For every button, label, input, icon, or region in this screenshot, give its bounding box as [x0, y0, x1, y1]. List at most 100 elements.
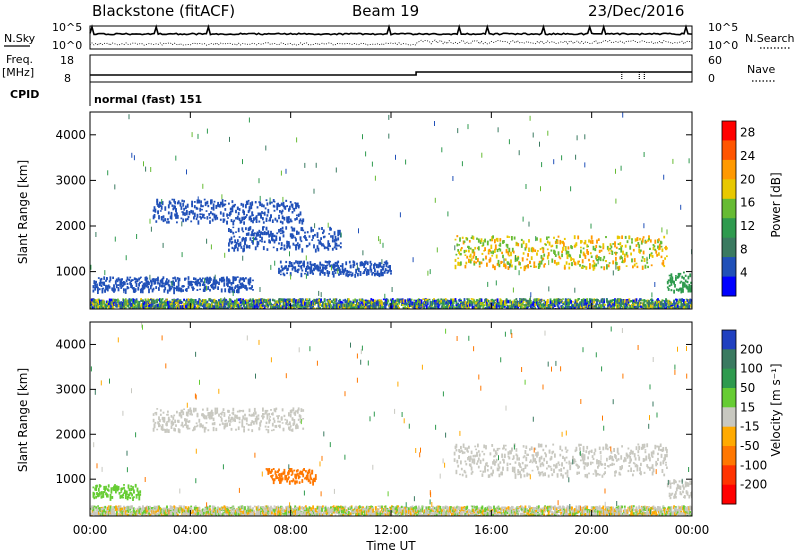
power-scatter-cell: [198, 196, 199, 201]
velocity-cell: [134, 508, 136, 510]
power-cell: [666, 247, 668, 249]
power-cell: [199, 278, 201, 280]
power-cell: [591, 235, 593, 239]
power-scatter-cell: [115, 237, 116, 242]
power-cell: [429, 299, 431, 301]
power-cell: [176, 221, 178, 223]
power-scatter-cell: [509, 139, 510, 144]
power-cell: [582, 266, 584, 268]
power-scatter-cell: [689, 158, 690, 163]
power-cell: [241, 203, 243, 206]
power-cell: [136, 283, 138, 287]
power-cell: [644, 299, 646, 302]
power-cell: [353, 299, 355, 301]
power-cell: [379, 262, 381, 264]
power-cell: [490, 239, 492, 241]
power-cell: [201, 214, 203, 216]
power-cell: [639, 238, 641, 241]
power-cell: [606, 264, 608, 267]
power-cell: [238, 228, 240, 232]
power-cell: [132, 279, 134, 281]
power-cell: [547, 241, 549, 244]
power-scatter-cell: [526, 184, 527, 189]
power-cell: [662, 260, 664, 262]
power-scatter-cell: [150, 167, 151, 172]
power-cell: [276, 248, 278, 251]
power-cell: [558, 262, 560, 265]
velocity-cell: [118, 513, 120, 515]
power-cell: [138, 302, 140, 305]
power-cell: [119, 285, 121, 287]
power-cell: [456, 254, 458, 256]
power-cell: [168, 280, 170, 283]
power-cell: [634, 258, 636, 262]
power-cell: [248, 232, 250, 236]
power-cell: [534, 249, 536, 252]
power-cell: [249, 208, 251, 211]
power-cell: [448, 302, 450, 304]
power-cell: [335, 262, 337, 265]
velocity-cell: [181, 505, 183, 507]
power-cell: [460, 301, 462, 303]
power-cell: [309, 298, 311, 301]
power-cell: [94, 283, 96, 287]
power-scatter-cell: [430, 269, 431, 274]
power-cell: [542, 299, 544, 301]
power-cell: [661, 246, 663, 248]
power-cell: [287, 268, 289, 271]
power-scatter-cell: [182, 252, 183, 257]
power-cell: [147, 286, 149, 289]
power-cell: [230, 287, 232, 290]
power-cell: [112, 277, 114, 279]
power-cell: [304, 232, 306, 234]
power-cell: [166, 221, 168, 223]
power-scatter-cell: [306, 255, 307, 260]
power-cell: [164, 219, 166, 221]
freq-right-tick-bottom: 0: [708, 72, 715, 85]
power-cell: [334, 269, 336, 273]
power-cell: [666, 300, 668, 302]
power-cell: [460, 261, 462, 265]
power-cell: [302, 219, 304, 222]
power-cell: [514, 237, 516, 240]
power-cell: [116, 284, 118, 288]
power-scatter-cell: [321, 292, 322, 297]
power-cell: [445, 298, 447, 301]
power-cell: [306, 298, 308, 300]
power-cell: [622, 251, 624, 255]
power-cell: [139, 282, 141, 284]
power-ytick-label-3: 4000: [55, 128, 86, 142]
power-cell: [185, 303, 187, 305]
power-cell: [185, 218, 187, 221]
power-cell: [212, 213, 214, 216]
power-scatter-cell: [215, 275, 216, 280]
power-cell: [232, 280, 234, 284]
power-cell: [540, 238, 542, 242]
power-cell: [605, 308, 607, 312]
power-cell: [546, 237, 548, 241]
power-cell: [266, 218, 268, 222]
power-cell: [687, 281, 689, 283]
power-cell: [381, 302, 383, 306]
power-cell: [298, 269, 300, 271]
power-cell: [301, 265, 303, 269]
power-cell: [259, 240, 261, 242]
power-cell: [309, 267, 311, 269]
power-cell: [523, 241, 525, 245]
power-cell: [93, 285, 95, 288]
power-cell: [335, 272, 337, 274]
power-cell: [233, 220, 235, 222]
power-cell: [322, 270, 324, 274]
power-cell: [336, 298, 338, 301]
power-cell: [482, 253, 484, 255]
power-cell: [370, 269, 372, 273]
power-cell: [337, 237, 339, 240]
power-echo-region-3: [228, 226, 342, 252]
power-cell: [602, 243, 604, 247]
power-cell: [684, 284, 686, 288]
power-cell: [297, 261, 299, 265]
power-cell: [345, 300, 347, 303]
power-cell: [612, 243, 614, 245]
power-cell: [232, 227, 234, 229]
power-cell: [470, 254, 472, 258]
